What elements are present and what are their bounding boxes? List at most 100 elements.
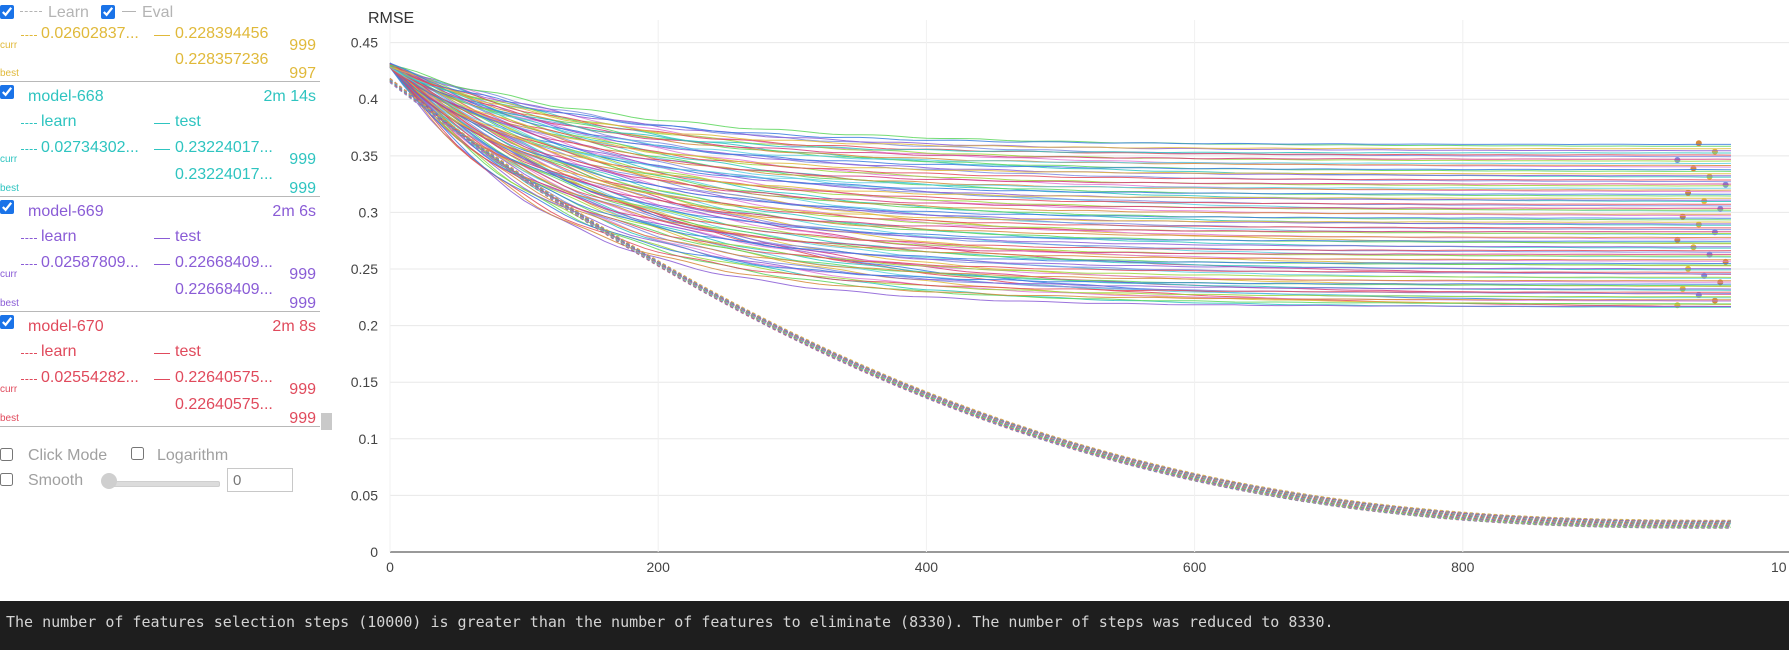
y-tick-label: 0.25 (351, 261, 378, 277)
learn-header-label: Learn (48, 4, 89, 21)
x-tick-label: 0 (386, 559, 394, 575)
learn-label: learn (41, 228, 77, 245)
test-series-line (389, 64, 1731, 266)
best-point-marker (1695, 140, 1702, 147)
smooth-label: Smooth (28, 472, 84, 489)
curr-iteration: 999 (289, 37, 316, 54)
learn-curr-value: 0.02734302... (41, 139, 139, 156)
learn-line-icon (21, 123, 37, 124)
smooth-slider-track[interactable] (108, 481, 220, 487)
logarithm-checkbox[interactable] (131, 447, 144, 460)
chart-title: RMSE (368, 10, 415, 27)
test-series-line (389, 62, 1731, 146)
y-tick-label: 0.35 (351, 148, 378, 164)
curr-label: curr (0, 154, 18, 165)
test-series-line (389, 62, 1732, 197)
legend-header: Learn Eval (0, 2, 320, 24)
curr-iteration: 999 (289, 151, 316, 168)
legend-panel: Learn Eval curr 0.02602837... 0.22839445… (0, 0, 332, 440)
test-line-icon (154, 238, 170, 239)
model-block: model-669 2m 6s learn test curr 0.025878… (0, 197, 320, 312)
test-series-line (389, 62, 1731, 233)
click-mode-checkbox[interactable] (0, 448, 13, 461)
test-series-line (389, 65, 1731, 261)
test-series-line (389, 66, 1732, 265)
test-series-line (389, 65, 1732, 187)
test-series-line (389, 63, 1731, 255)
test-series-line (389, 65, 1731, 302)
eval-header-label: Eval (142, 4, 174, 21)
test-series-line (389, 64, 1732, 160)
curr-label: curr (0, 384, 18, 395)
best-point-marker (1701, 197, 1708, 204)
learn-toggle-checkbox[interactable] (0, 5, 14, 19)
y-tick-label: 0.1 (359, 431, 379, 447)
test-series-line (389, 65, 1731, 225)
smooth-slider-handle[interactable] (101, 473, 117, 489)
learn-line-icon (21, 264, 37, 265)
curr-label: curr (0, 269, 18, 280)
test-series-line (389, 64, 1731, 193)
test-series-line (389, 63, 1731, 235)
test-series-line (389, 67, 1732, 215)
learn-line-icon (21, 238, 37, 239)
test-series-line (389, 62, 1731, 308)
test-curr-value: 0.23224017... (175, 139, 273, 156)
learn-line-icon (20, 11, 42, 12)
best-label: best (0, 68, 19, 79)
best-point-marker (1679, 213, 1686, 220)
learn-line-icon (21, 149, 37, 150)
test-line-icon (154, 123, 170, 124)
test-series-line (389, 63, 1732, 207)
divider (0, 311, 320, 312)
best-point-marker (1695, 221, 1702, 228)
console-output: The number of features selection steps (… (0, 601, 1789, 650)
learn-curr-value: 0.02602837... (41, 25, 139, 42)
smooth-checkbox[interactable] (0, 473, 13, 486)
best-iteration: 999 (289, 410, 316, 427)
console-message: The number of features selection steps (… (6, 613, 1334, 631)
x-tick-label: 200 (647, 559, 671, 575)
y-tick-label: 0 (370, 544, 378, 560)
y-tick-label: 0.3 (359, 204, 379, 220)
best-iteration: 999 (289, 295, 316, 312)
model-block: model-670 2m 8s learn test curr 0.025542… (0, 312, 320, 427)
x-tick-label: 600 (1183, 559, 1207, 575)
best-label: best (0, 298, 19, 309)
eval-toggle-checkbox[interactable] (101, 5, 115, 19)
curr-label: curr (0, 40, 18, 51)
chart-controls: Click Mode Logarithm Smooth (0, 445, 330, 505)
y-tick-label: 0.4 (359, 91, 379, 107)
test-best-value: 0.23224017... (175, 166, 273, 183)
test-series-line (389, 66, 1731, 229)
test-series-line (389, 63, 1732, 223)
best-point-marker (1690, 165, 1697, 172)
test-series-line (389, 64, 1731, 231)
test-series-line (389, 66, 1731, 217)
model-visibility-checkbox[interactable] (0, 200, 14, 214)
x-tick-label: 800 (1451, 559, 1475, 575)
test-line-icon (154, 264, 170, 265)
test-line-icon (154, 353, 170, 354)
best-iteration: 999 (289, 180, 316, 197)
test-series-line (389, 67, 1732, 252)
rmse-chart[interactable]: 0 0.05 0.1 0.15 0.2 0.25 0.3 0.35 0.4 0.45 0 200 400… (340, 0, 1789, 600)
test-label: test (175, 228, 201, 245)
test-label: test (175, 343, 201, 360)
test-label: test (175, 113, 201, 130)
legend-scrollbar-thumb[interactable] (321, 413, 332, 430)
model-visibility-checkbox[interactable] (0, 85, 14, 99)
curr-iteration: 999 (289, 381, 316, 398)
test-curr-value: 0.22668409... (175, 254, 273, 271)
test-series-line (389, 65, 1731, 175)
test-series-line (389, 65, 1731, 154)
model-visibility-checkbox[interactable] (0, 315, 14, 329)
smooth-value-input[interactable]: 0 (227, 468, 293, 492)
test-series-line (389, 66, 1732, 275)
learn-series-line (389, 81, 1731, 529)
test-best-value: 0.228357236 (175, 51, 269, 68)
learn-curr-value: 0.02554282... (41, 369, 139, 386)
model-name: model-668 (28, 88, 104, 105)
learn-label: learn (41, 113, 77, 130)
test-series-line (389, 65, 1732, 242)
